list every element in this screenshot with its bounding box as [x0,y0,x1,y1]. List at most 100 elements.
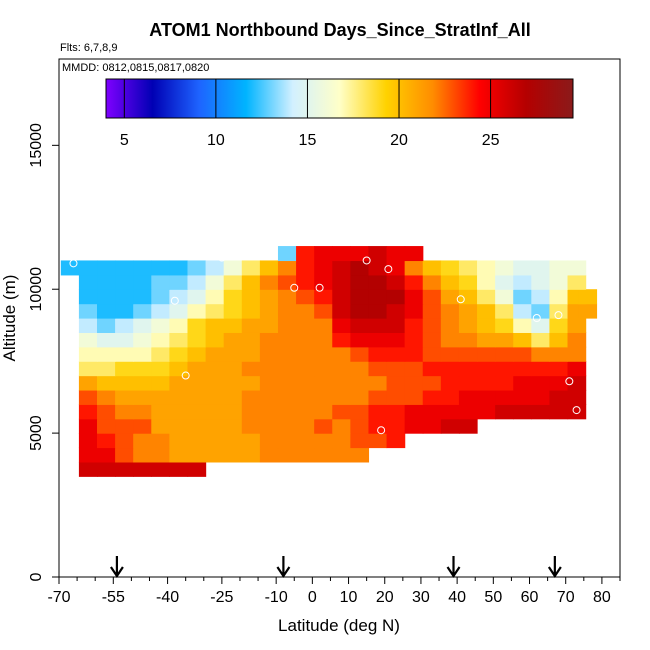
observation-marker [565,377,574,386]
heatmap-cell [386,361,406,377]
heatmap-cell [386,418,406,434]
heatmap-cell [567,404,587,420]
heatmap-cell [78,303,98,319]
heatmap-cell [241,361,261,377]
heatmap-cell [404,404,424,420]
heatmap-cell [97,375,116,391]
x-tick-label: 60 [521,589,539,606]
heatmap-cell [549,274,569,290]
heatmap-cell [567,318,587,333]
heatmap-cell [296,246,315,262]
heatmap-cell [440,375,460,391]
heatmap-cell [97,260,116,276]
heatmap-cell [241,274,261,290]
heatmap-cell [422,346,442,362]
x-tick-label: 0 [308,589,317,606]
heatmap-cell [205,418,225,434]
heatmap-cell [513,318,532,333]
heatmap-cell [151,289,170,305]
heatmap-cell [458,375,478,391]
heatmap-cell [513,346,532,362]
heatmap-cell [115,318,134,333]
heatmap-cell [404,361,424,377]
heatmap-cell [277,404,297,420]
heatmap-cell [151,332,170,348]
heatmap-cell [277,332,297,348]
heatmap-cell [151,447,170,463]
heatmap-cell [495,318,514,333]
observation-marker [217,253,226,262]
heatmap-cell [350,346,370,362]
heatmap-cell [495,303,514,319]
heatmap-cell [223,389,243,405]
heatmap-cell [422,274,442,290]
heatmap-cell [133,274,152,290]
heatmap-cell [296,303,315,319]
colorbar-tick-label: 15 [299,132,317,149]
heatmap-cell [259,433,279,449]
heatmap-cell [386,389,406,405]
heatmap-cell [277,389,297,405]
heatmap-cell [386,303,406,319]
x-tick-label: -70 [47,589,70,606]
heatmap-cell [332,246,351,262]
observation-marker [384,265,393,274]
heatmap-cell [350,447,370,463]
heatmap-cell [115,447,134,463]
heatmap-cell [296,447,315,463]
x-tick-label: -55 [102,589,125,606]
heatmap-cell [549,260,569,276]
heatmap-cell [386,260,406,276]
heatmap-cell [296,289,315,305]
x-tick-label: 10 [340,589,358,606]
x-tick-label: 40 [448,589,466,606]
heatmap-cell [296,346,315,362]
observation-marker [290,283,299,292]
heatmap-cell [223,346,243,362]
heatmap-cell [386,332,406,348]
heatmap-cell [205,260,225,276]
heatmap-cell [513,389,532,405]
heatmap-cell [477,260,496,276]
heatmap-cell [78,418,98,434]
heatmap-cell [133,332,152,348]
heatmap-cell [78,461,98,477]
heatmap-cell [151,389,170,405]
heatmap-cell [241,375,261,391]
observation-marker [554,311,563,320]
heatmap-cell [277,433,297,449]
heatmap-cell [169,447,189,463]
heatmap-cell [133,361,152,377]
heatmap-cell [314,289,333,305]
heatmap-cell [259,346,279,362]
heatmap-cell [495,346,514,362]
heatmap-cell [368,361,388,377]
heatmap-cell [549,389,569,405]
heatmap-cell [578,289,598,305]
heatmap-cell [386,289,406,305]
heatmap-cell [350,289,370,305]
heatmap-cell [296,318,315,333]
heatmap-cell [241,447,261,463]
heatmap-cell [368,303,388,319]
heatmap-cell [115,433,134,449]
heatmap-cell [513,289,532,305]
heatmap-cell [187,332,207,348]
heatmap-cell [368,375,388,391]
heatmap-cell [578,303,598,319]
colorbar-gradient [105,78,574,119]
observation-marker [377,426,386,435]
heatmap-cell [169,433,189,449]
heatmap-cell [187,361,207,377]
heatmap-cell [277,346,297,362]
heatmap-cell [151,346,170,362]
heatmap-cell [368,404,388,420]
observation-marker [315,283,324,292]
heatmap-cell [422,332,442,348]
heatmap-cell [97,332,116,348]
heatmap-cell [314,246,333,262]
heatmap-cell [477,404,496,420]
heatmap-cell [350,389,370,405]
heatmap-cell [78,433,98,449]
heatmap-cell [332,418,351,434]
